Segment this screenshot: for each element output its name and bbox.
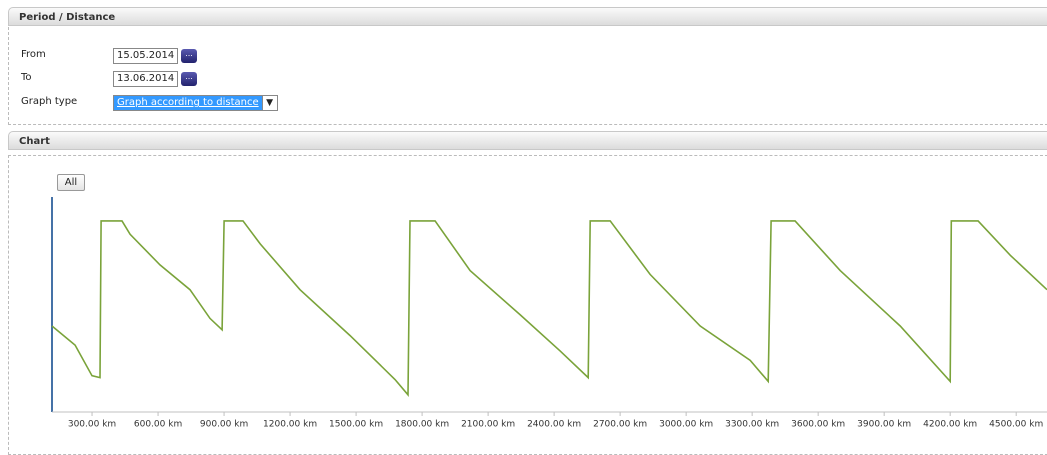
data-line [51,220,1047,397]
x-tick-label: 900.00 km [200,420,248,430]
date-input[interactable]: 13.06.2014 [113,71,179,87]
x-tick-label: 1200.00 km [263,420,317,430]
panel-header[interactable]: Period / Distance [8,7,1047,26]
x-tick-label: 4200.00 km [923,420,977,430]
select-arrow: ▼ [261,96,277,110]
field-label: From [21,49,46,60]
x-tick-label: 2100.00 km [461,420,515,430]
x-tick-label: 2400.00 km [527,420,581,430]
field-label: To [21,72,32,83]
x-tick-label: 300.00 km [68,420,116,430]
x-tick-label: 3900.00 km [857,420,911,430]
date-picker-button[interactable]: ... [181,49,197,63]
zoom-all-button[interactable]: All [57,174,85,191]
panel-header[interactable]: Chart [8,131,1047,150]
period-panel [8,27,1047,125]
x-tick-label: 4500.00 km [989,420,1043,430]
x-tick-label: 1500.00 km [329,420,383,430]
graph-type-select[interactable]: Graph according to distance ▼ [113,95,278,111]
x-tick-label: 3000.00 km [659,420,713,430]
x-tick-label: 2700.00 km [593,420,647,430]
x-tick-label: 600.00 km [134,420,182,430]
date-input[interactable]: 15.05.2014 [113,48,179,64]
field-label: Graph type [21,96,78,107]
select-value: Graph according to distance [114,96,262,110]
x-tick-label: 1800.00 km [395,420,449,430]
date-picker-button[interactable]: ... [181,72,197,86]
x-tick-label: 3600.00 km [791,420,845,430]
x-tick-label: 3300.00 km [725,420,779,430]
